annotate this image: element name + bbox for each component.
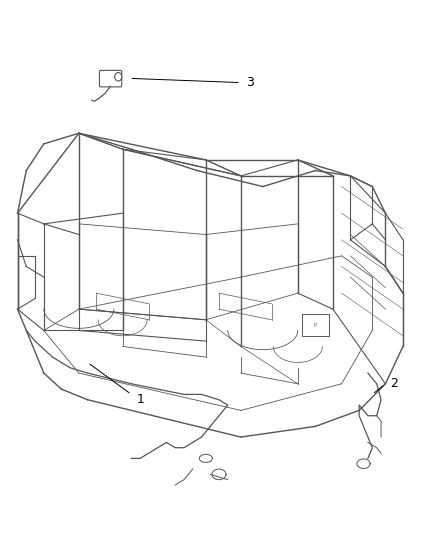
Text: P: P bbox=[314, 322, 317, 328]
Text: 2: 2 bbox=[390, 377, 398, 390]
FancyBboxPatch shape bbox=[99, 70, 122, 87]
Text: 1: 1 bbox=[136, 393, 144, 406]
Text: 3: 3 bbox=[246, 76, 254, 89]
FancyBboxPatch shape bbox=[302, 314, 329, 336]
Circle shape bbox=[115, 72, 122, 81]
